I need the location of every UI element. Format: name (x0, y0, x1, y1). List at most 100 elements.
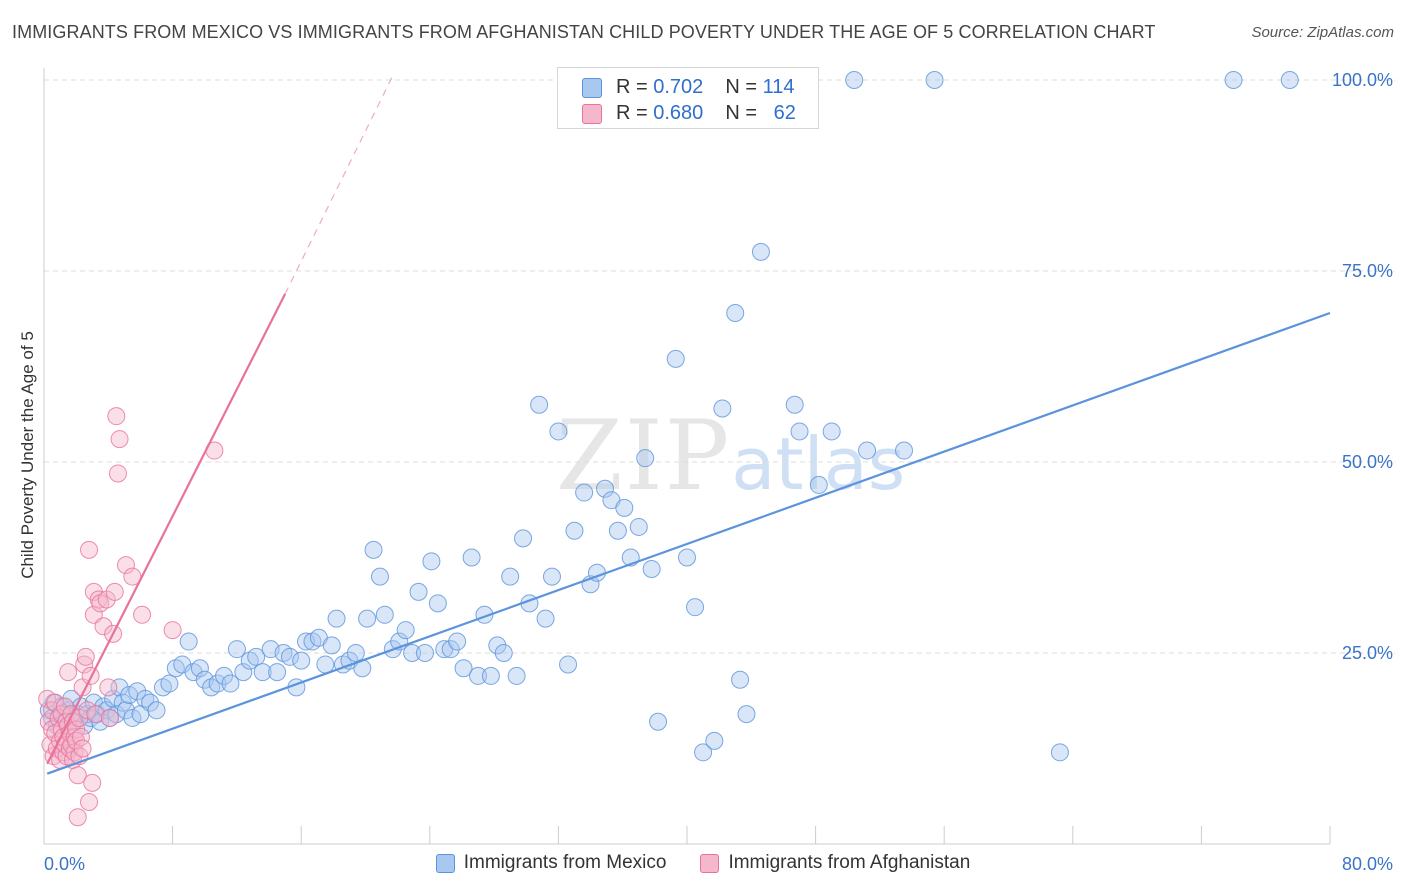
y-tick-label: 100.0% (1332, 70, 1393, 90)
point-mexico (292, 651, 311, 670)
point-afghanistan (80, 792, 99, 811)
point-afghanistan (68, 808, 87, 827)
point-mexico (694, 743, 713, 762)
point-afghanistan (163, 621, 182, 640)
point-mexico (542, 567, 561, 586)
point-mexico (1224, 71, 1243, 89)
point-mexico (705, 731, 724, 750)
trendline-extension-afghanistan (284, 72, 395, 295)
point-mexico (751, 242, 770, 261)
r-label: R = (616, 76, 648, 98)
point-mexico (713, 399, 732, 418)
point-afghanistan (94, 617, 113, 636)
x-tick-label: 80.0% (1342, 854, 1393, 874)
point-mexico (514, 529, 533, 548)
point-mexico (488, 636, 507, 655)
point-mexico (575, 483, 594, 502)
legend-swatch-afghanistan (700, 853, 720, 873)
point-mexico (346, 644, 365, 662)
point-mexico (895, 441, 914, 460)
watermark-zip: ZIP (556, 400, 732, 512)
point-mexico (565, 521, 584, 540)
point-mexico (845, 71, 864, 89)
point-mexico (448, 632, 467, 651)
point-mexico (234, 663, 253, 682)
point-afghanistan (76, 647, 95, 666)
point-mexico (462, 548, 481, 567)
point-afghanistan (68, 766, 87, 785)
point-mexico (666, 349, 685, 368)
point-afghanistan (55, 697, 74, 716)
point-mexico (396, 621, 415, 640)
point-afghanistan (100, 708, 119, 727)
point-afghanistan (99, 678, 118, 697)
legend-item-mexico[interactable]: Immigrants from Mexico (435, 852, 666, 874)
point-afghanistan (83, 773, 102, 792)
point-afghanistan (108, 464, 127, 483)
stats-legend: R = 0.702 N = 114 R = 0.680 N = 62 (557, 67, 819, 129)
point-mexico (316, 655, 335, 674)
point-mexico (559, 655, 578, 674)
r-label: R = (616, 102, 648, 124)
point-mexico (280, 647, 299, 666)
point-mexico (785, 395, 804, 414)
point-mexico (629, 517, 648, 536)
point-afghanistan (86, 705, 105, 724)
point-mexico (615, 498, 634, 517)
point-mexico (494, 644, 513, 662)
trendline-mexico (46, 311, 1331, 775)
n-label: N = (725, 76, 757, 98)
x-tick-label: 0.0% (44, 854, 85, 874)
legend-item-afghanistan[interactable]: Immigrants from Afghanistan (700, 852, 970, 874)
stats-row-mexico: R = 0.702 N = 114 (582, 76, 794, 99)
trendline-afghanistan (46, 293, 287, 765)
point-mexico (227, 640, 246, 659)
point-mexico (731, 670, 750, 689)
point-mexico (737, 705, 756, 724)
point-afghanistan (80, 540, 99, 559)
point-mexico (809, 475, 828, 494)
point-afghanistan (107, 407, 126, 426)
point-mexico (549, 422, 568, 441)
point-mexico (822, 422, 841, 441)
point-mexico (428, 594, 447, 613)
point-mexico (370, 567, 389, 586)
point-afghanistan (46, 693, 65, 712)
point-mexico (1280, 71, 1299, 89)
point-mexico (481, 666, 500, 685)
point-mexico (441, 640, 460, 659)
n-value: 62 (773, 102, 796, 124)
n-value: 114 (762, 76, 795, 98)
n-label: N = (725, 102, 757, 124)
point-mexico (179, 632, 198, 651)
point-mexico (536, 609, 555, 628)
point-mexico (608, 521, 627, 540)
legend-swatch-mexico (435, 853, 455, 873)
point-mexico (790, 422, 809, 441)
legend-label-afghanistan: Immigrants from Afghanistan (728, 852, 971, 873)
point-mexico (925, 71, 944, 89)
point-mexico (375, 605, 394, 624)
point-mexico (678, 548, 696, 567)
point-mexico (253, 663, 272, 682)
point-mexico (364, 540, 383, 559)
point-mexico (190, 659, 209, 678)
point-mexico (208, 674, 227, 693)
point-afghanistan (73, 739, 92, 758)
point-mexico (215, 666, 234, 685)
watermark-atlas: atlas (731, 422, 906, 506)
point-afghanistan (75, 655, 94, 674)
y-tick-label: 25.0% (1342, 643, 1393, 663)
point-mexico (409, 582, 428, 601)
point-mexico (403, 644, 422, 662)
point-mexico (358, 609, 377, 628)
point-mexico (858, 441, 877, 460)
point-mexico (116, 701, 135, 720)
point-mexico (726, 304, 745, 323)
point-mexico (247, 647, 266, 666)
point-mexico (141, 693, 160, 712)
point-mexico (415, 644, 434, 662)
point-mexico (649, 712, 668, 731)
point-mexico (530, 395, 549, 414)
